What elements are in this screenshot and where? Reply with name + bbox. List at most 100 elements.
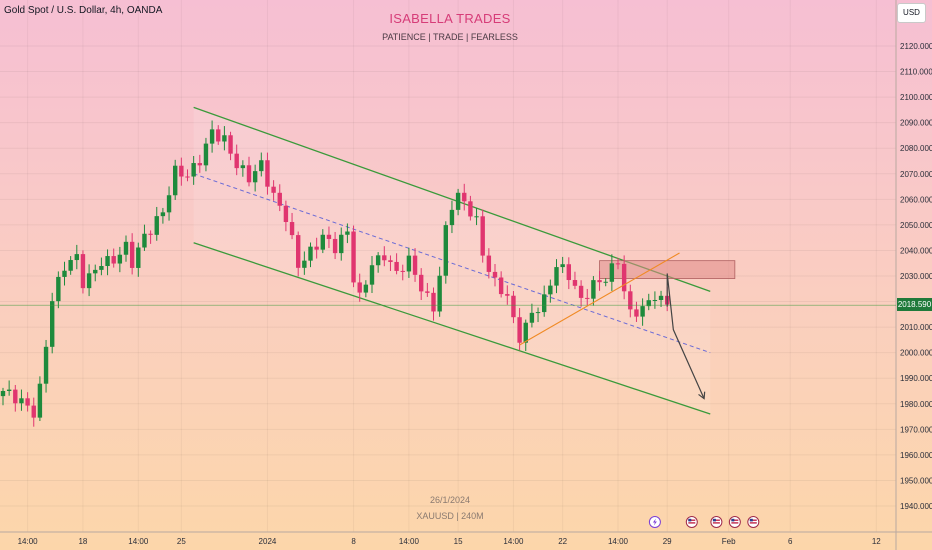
candle-body [240,165,246,169]
flag-stripe [688,522,696,524]
flag-stripe [749,522,757,524]
candle-body [375,255,381,266]
candle-body [652,299,658,301]
candle-body [523,322,528,343]
candle-body [585,297,590,299]
candle-body [259,160,264,172]
symbol-label[interactable]: Gold Spot / U.S. Dollar, 4h, OANDA [4,5,163,16]
brand-title: ISABELLA TRADES [389,11,511,26]
candle-body [43,346,49,384]
candle-body [658,295,664,300]
candle-body [308,246,313,261]
currency-button[interactable]: USD [897,3,926,23]
x-tick-label: 15 [454,537,463,546]
candle-body [492,271,498,278]
x-tick-label: 12 [872,537,881,546]
candle-body [228,135,233,154]
candle-body [86,273,92,289]
x-tick-label: Feb [722,537,736,546]
y-tick-label: 1970.000 [900,425,932,434]
current-price-tag: 2018.590 [897,298,932,311]
x-tick-label: 14:00 [399,537,420,546]
flag-stripe [731,522,739,524]
flag-stripe [712,519,720,521]
candle-body [578,285,584,298]
candle-body [548,285,553,295]
candle-body [129,241,135,268]
candle-body [449,209,455,226]
y-tick-label: 2100.000 [900,93,932,102]
candle-body [351,231,356,283]
y-tick-label: 2060.000 [900,195,932,204]
candle-body [203,143,209,166]
candle-body [31,405,36,418]
candle-body [603,281,608,283]
x-tick-label: 22 [558,537,567,546]
candle-body [332,238,338,254]
candle-body [216,129,221,142]
flag-stripe [712,522,720,524]
candle-body [148,233,153,235]
candle-body [646,300,651,307]
y-tick-label: 2030.000 [900,272,932,281]
candle-body [117,254,123,264]
candle-body [542,294,547,313]
x-tick-label: 14:00 [18,537,39,546]
candle-body [154,216,159,235]
y-tick-label: 1960.000 [900,451,932,460]
candle-body [566,264,571,281]
candle-body [394,261,399,271]
x-tick-label: 8 [351,537,356,546]
candle-body [222,135,227,142]
candle-body [246,165,252,183]
y-tick-label: 1990.000 [900,374,932,383]
candle-body [572,280,578,286]
x-tick-label: 2024 [259,537,277,546]
candle-body [339,234,344,254]
y-tick-label: 2120.000 [900,42,932,51]
y-tick-label: 2000.000 [900,349,932,358]
candle-body [388,260,393,262]
x-tick-label: 14:00 [503,537,524,546]
lightning-glyph [652,518,657,526]
x-tick-label: 29 [663,537,672,546]
candle-body [185,176,190,178]
candle-body [517,317,522,343]
y-tick-label: 1940.000 [900,502,932,511]
candle-body [498,277,504,295]
watermark-date: 26/1/2024 [429,495,471,505]
candle-body [419,274,424,292]
candle-body [50,301,55,347]
candle-body [591,280,596,299]
candle-body [511,295,516,318]
candle-body [628,291,633,310]
y-tick-label: 2010.000 [900,323,932,332]
candle-body [431,292,436,312]
candle-body [99,266,104,270]
candle-body [25,398,30,406]
flag-canton [749,518,753,522]
candle-body [166,195,172,213]
projection-path [666,273,705,399]
y-tick-label: 2050.000 [900,221,932,230]
candle-body [406,255,412,272]
candle-body [93,269,98,274]
x-tick-label: 14:00 [608,537,629,546]
candle-body [400,270,405,272]
candle-body [535,312,541,314]
flag-stripe [688,519,696,521]
flag-canton [688,518,692,522]
y-tick-label: 2040.000 [900,246,932,255]
candle-body [382,255,387,261]
x-tick-label: 6 [788,537,793,546]
rising-trendline [519,252,680,346]
candle-body [345,231,350,235]
candle-body [105,256,110,267]
watermark-symbol: XAUUSD | 240M [416,511,484,521]
candle-body [560,264,565,268]
x-tick-label: 14:00 [128,537,149,546]
y-tick-label: 2070.000 [900,170,932,179]
channel-lower-line [193,242,711,415]
